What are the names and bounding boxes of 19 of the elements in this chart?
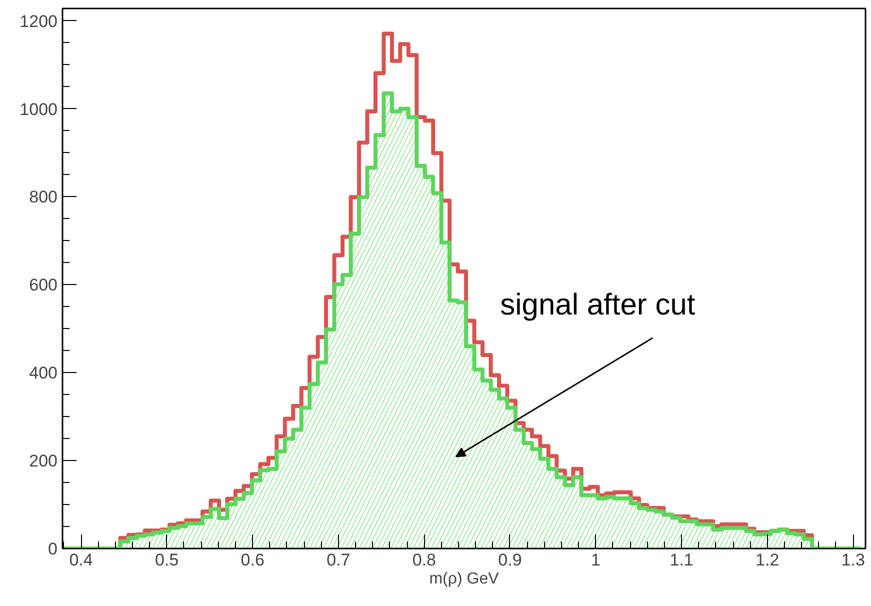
x-tick-label: 0.5	[155, 550, 179, 570]
y-tick-label: 400	[29, 364, 58, 383]
y-tick-label: 600	[29, 276, 58, 295]
x-tick-label: 1.2	[756, 550, 780, 570]
y-tick-label: 800	[29, 188, 58, 207]
y-tick-label: 0	[48, 540, 58, 558]
x-tick-label: 0.6	[240, 550, 264, 570]
x-tick-label: 0.9	[498, 550, 522, 570]
x-tick-label: 0.4	[69, 550, 93, 570]
x-tick-label: 1.3	[841, 550, 865, 570]
y-tick-label: 1000	[20, 100, 58, 119]
x-tick-label: 1.1	[670, 550, 694, 570]
annotation: signal after cut	[500, 288, 696, 322]
y-tick-label: 1200	[20, 12, 58, 31]
x-tick-label: 0.8	[412, 550, 436, 570]
y-tick-label: 200	[29, 452, 58, 471]
x-tick-label: 0.7	[326, 550, 350, 570]
x-axis-title: m(ρ) GeV	[429, 570, 500, 588]
x-tick-label: 1	[591, 550, 601, 570]
